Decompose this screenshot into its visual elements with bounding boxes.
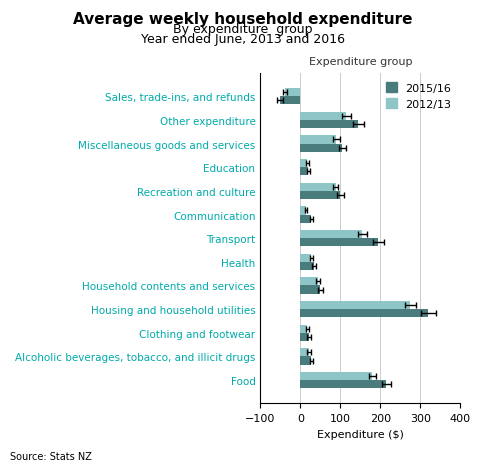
Bar (300, 301, 410, 309)
Bar (300, 349, 309, 357)
Bar (300, 278, 318, 286)
Bar (300, 136, 336, 144)
Text: Expenditure group: Expenditure group (309, 57, 412, 67)
Bar (300, 191, 340, 200)
Text: By expenditure  group: By expenditure group (173, 23, 313, 36)
Bar (300, 207, 306, 215)
Bar (300, 325, 308, 333)
Bar (300, 231, 363, 238)
Bar (300, 144, 342, 152)
Bar (300, 309, 428, 318)
Bar (300, 183, 335, 191)
Bar (300, 262, 314, 270)
Bar (300, 215, 312, 223)
Bar (280, 97, 300, 105)
Bar (300, 357, 312, 365)
Bar (300, 254, 312, 262)
Legend: 2015/16, 2012/13: 2015/16, 2012/13 (382, 79, 455, 113)
Bar (300, 160, 308, 168)
Bar (300, 372, 372, 380)
Text: Year ended June, 2013 and 2016: Year ended June, 2013 and 2016 (141, 33, 345, 46)
Bar (300, 113, 347, 120)
X-axis label: Expenditure ($): Expenditure ($) (317, 429, 404, 439)
Text: Average weekly household expenditure: Average weekly household expenditure (73, 12, 413, 26)
Bar (300, 120, 358, 129)
Bar (300, 168, 308, 176)
Bar (285, 89, 300, 97)
Bar (300, 333, 309, 341)
Bar (300, 286, 320, 294)
Bar (300, 238, 379, 247)
Bar (300, 380, 386, 388)
Text: Source: Stats NZ: Source: Stats NZ (10, 450, 91, 461)
